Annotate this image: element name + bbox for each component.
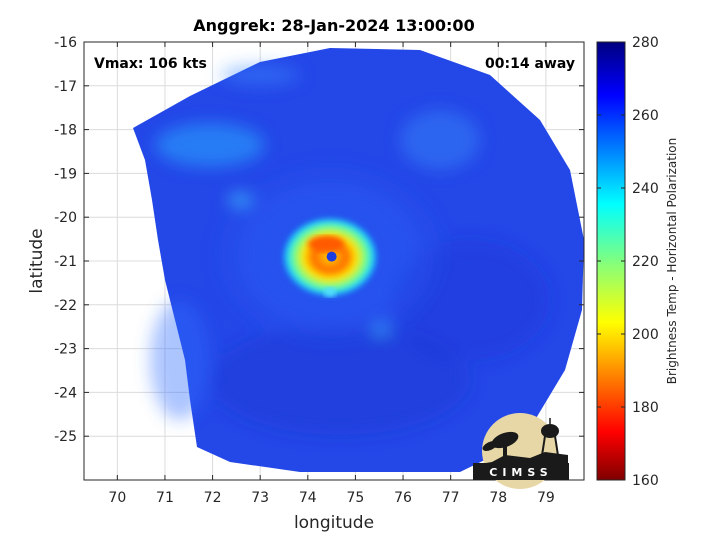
colorbar-tick-label: 160 [632, 473, 659, 489]
y-axis: -16 -17 -18 -19 -20 -21 -22 -23 -24 -25 [54, 35, 584, 445]
convective-cell [228, 194, 252, 206]
y-tick-label: -25 [54, 429, 77, 445]
satellite-dish-icon [491, 431, 519, 449]
brightness-temperature-field [133, 48, 584, 472]
colorbar-tick-label: 200 [632, 327, 659, 343]
convective-cell [374, 324, 388, 334]
y-axis-label: latitude [27, 228, 47, 293]
y-tick-label: -20 [54, 210, 77, 226]
colorbar-ticks: 160 180 200 220 240 260 280 [597, 35, 659, 489]
colorbar-tick-label: 260 [632, 108, 659, 124]
colorbar-tick-label: 240 [632, 181, 659, 197]
y-tick-label: -22 [54, 298, 77, 314]
x-tick-label: 70 [108, 490, 126, 506]
satellite-dish-icon [482, 441, 498, 451]
x-axis-label: longitude [294, 513, 374, 533]
x-tick-label: 79 [537, 490, 555, 506]
x-tick-label: 76 [394, 490, 412, 506]
x-tick-label: 71 [156, 490, 174, 506]
cool-patch [150, 300, 210, 420]
x-tick-label: 72 [204, 490, 222, 506]
logo-text: CIMSS [489, 466, 552, 479]
y-tick-label: -18 [54, 123, 77, 139]
colorbar-tick-label: 280 [632, 35, 659, 51]
chart-title: Anggrek: 28-Jan-2024 13:00:00 [193, 16, 474, 35]
time-offset-annotation: 00:14 away [485, 56, 575, 72]
x-tick-label: 73 [251, 490, 269, 506]
colorbar-label: Brightness Temp - Horizontal Polarizatio… [665, 138, 679, 385]
logo-banner [473, 463, 569, 480]
water-tower-icon [541, 424, 559, 438]
colorbar-tick-label: 180 [632, 400, 659, 416]
y-tick-label: -16 [54, 35, 77, 51]
cool-patch [400, 110, 480, 170]
y-tick-label: -24 [54, 385, 77, 401]
warm-patch [210, 325, 470, 435]
cimss-logo: CIMSS [473, 413, 569, 489]
storm-eye [326, 251, 337, 262]
vmax-annotation: Vmax: 106 kts [94, 56, 207, 72]
y-tick-label: -23 [54, 342, 77, 358]
x-tick-label: 77 [442, 490, 460, 506]
convective-cell [324, 287, 336, 297]
x-tick-label: 74 [299, 490, 317, 506]
y-tick-label: -21 [54, 254, 77, 270]
x-tick-label: 75 [347, 490, 365, 506]
y-tick-label: -19 [54, 166, 77, 182]
cool-patch [220, 65, 300, 85]
cool-patch [155, 123, 265, 167]
x-tick-label: 78 [489, 490, 507, 506]
colorbar [596, 41, 626, 481]
colorbar-tick-label: 220 [632, 254, 659, 270]
y-tick-label: -17 [54, 79, 77, 95]
x-axis: 70 71 72 73 74 75 76 77 78 79 [108, 42, 555, 506]
eyewall-warm-core [308, 236, 344, 252]
